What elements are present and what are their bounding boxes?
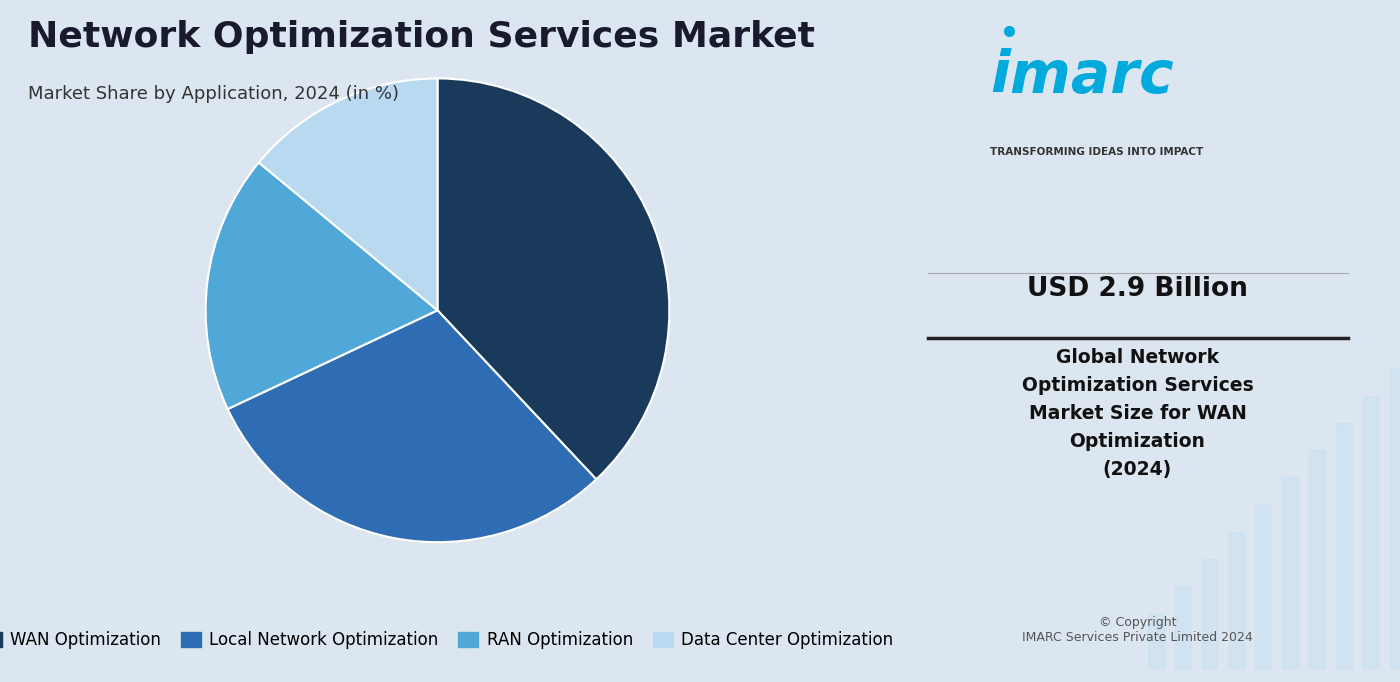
Bar [1229, 532, 1245, 668]
Bar [1362, 396, 1379, 668]
Text: © Copyright
IMARC Services Private Limited 2024: © Copyright IMARC Services Private Limit… [1022, 617, 1253, 644]
Bar [1336, 423, 1351, 668]
Wedge shape [206, 162, 437, 409]
Text: Network Optimization Services Market: Network Optimization Services Market [28, 20, 815, 55]
Legend: WAN Optimization, Local Network Optimization, RAN Optimization, Data Center Opti: WAN Optimization, Local Network Optimiza… [0, 624, 900, 655]
Bar [1256, 505, 1271, 668]
Wedge shape [437, 78, 669, 479]
Bar [1282, 477, 1298, 668]
Bar [1175, 587, 1190, 668]
Wedge shape [228, 310, 596, 542]
Text: USD 2.9 Billion: USD 2.9 Billion [1028, 276, 1247, 302]
Text: TRANSFORMING IDEAS INTO IMPACT: TRANSFORMING IDEAS INTO IMPACT [991, 147, 1204, 157]
Text: Global Network
Optimization Services
Market Size for WAN
Optimization
(2024): Global Network Optimization Services Mar… [1022, 348, 1253, 479]
Bar [1389, 368, 1400, 668]
Text: imarc: imarc [991, 48, 1175, 105]
Bar [1148, 614, 1163, 668]
Text: Market Share by Application, 2024 (in %): Market Share by Application, 2024 (in %) [28, 85, 399, 103]
Bar [1309, 450, 1324, 668]
Wedge shape [259, 78, 438, 310]
Bar [1201, 559, 1218, 668]
